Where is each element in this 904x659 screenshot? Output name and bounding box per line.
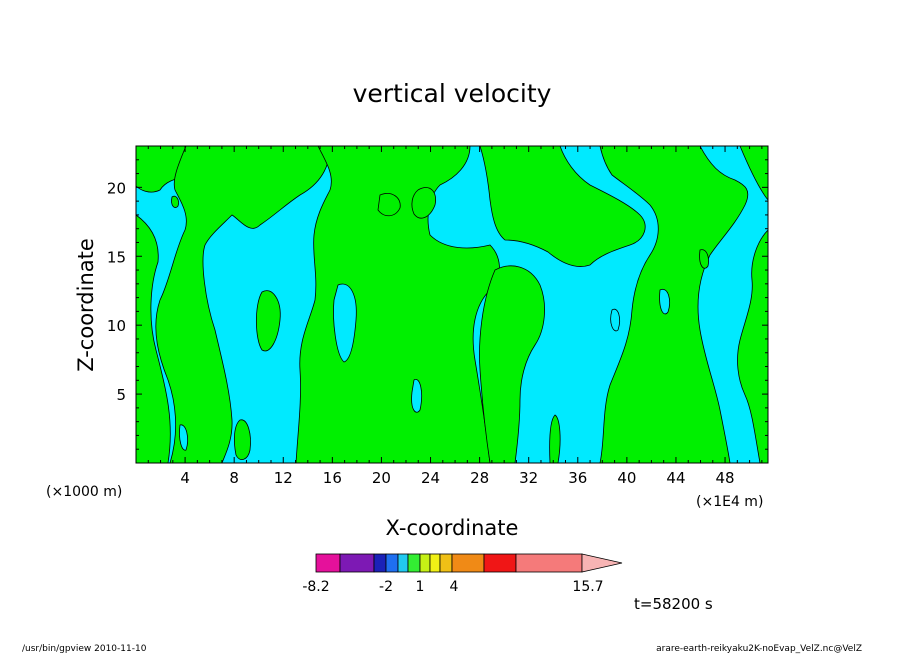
updraft-region [549, 414, 561, 463]
updraft-region [233, 419, 251, 460]
x-tick-label: 48 [716, 469, 735, 487]
footer-right: arare-earth-reikyaku2K-noEvap_VelZ.nc@Ve… [656, 644, 862, 654]
colorbar-segment [429, 553, 441, 573]
x-tick-label: 40 [617, 469, 636, 487]
colorbar-tick-label: -2 [379, 579, 393, 595]
plot-frame [135, 145, 769, 464]
colorbar-segment [515, 553, 583, 573]
downdraft-region [610, 308, 620, 332]
updraft-region [255, 290, 281, 352]
colorbar [315, 553, 623, 573]
x-tick-label: 4 [180, 469, 190, 487]
x-tick-label: 12 [274, 469, 293, 487]
x-axis-label: X-coordinate [386, 516, 519, 540]
colorbar-segment [451, 553, 485, 573]
colorbar-ticks: -8.2 -2 1 4 15.7 [302, 579, 603, 595]
colorbar-segment [483, 553, 517, 573]
colorbar-tick-label: 15.7 [572, 579, 603, 595]
updraft-region [739, 146, 768, 201]
downdraft-region [411, 379, 422, 413]
x-tick-label: 32 [519, 469, 538, 487]
x-tick-label: 36 [568, 469, 587, 487]
x-axis: 4 8 12 16 20 24 28 32 36 40 44 48 [147, 146, 763, 487]
colorbar-segment [397, 553, 409, 573]
updraft-region [136, 214, 171, 463]
updraft-region [411, 187, 437, 219]
updraft-region [155, 146, 331, 463]
x-tick-label: 16 [323, 469, 342, 487]
negative-holes [179, 283, 670, 451]
colorbar-segment [419, 553, 431, 573]
colorbar-segment [339, 553, 375, 573]
downdraft-region [179, 424, 188, 451]
positive-regions [136, 146, 768, 463]
updraft-region [699, 249, 709, 269]
updraft-region [479, 146, 646, 267]
y-tick-label: 5 [116, 386, 126, 404]
y-tick-label: 10 [107, 317, 126, 335]
updraft-region [737, 229, 768, 463]
colorbar-segment [407, 553, 421, 573]
x-tick-label: 8 [229, 469, 239, 487]
colorbar-tick-label: 1 [416, 579, 425, 595]
downdraft-region [333, 283, 357, 363]
y-axis-label: Z-coordinate [74, 238, 98, 372]
colorbar-tick-label: 4 [450, 579, 459, 595]
updraft-region [377, 193, 401, 217]
time-label: t=58200 s [634, 595, 713, 613]
updraft-region [479, 265, 545, 463]
downdraft-region [659, 288, 670, 315]
x-tick-label: 44 [666, 469, 685, 487]
colorbar-tick-label: -8.2 [302, 579, 329, 595]
x-tick-label: 28 [470, 469, 489, 487]
y-tick-label: 15 [107, 248, 126, 266]
x-tick-label: 24 [421, 469, 440, 487]
colorbar-segment [439, 553, 453, 573]
colorbar-extend-arrow [581, 553, 623, 573]
x-unit-left: (×1000 m) [46, 484, 122, 500]
y-tick-label: 20 [107, 179, 126, 197]
x-unit-right: (×1E4 m) [696, 494, 763, 510]
colorbar-segment [315, 553, 341, 573]
x-tick-label: 20 [372, 469, 391, 487]
plot-area [135, 145, 769, 464]
colorbar-segment [385, 553, 399, 573]
y-axis: 5 10 15 20 [107, 159, 768, 450]
colorbar-segment [373, 553, 387, 573]
footer-left: /usr/bin/gpview 2010-11-10 [22, 644, 147, 654]
updraft-region [171, 195, 179, 208]
chart-title: vertical velocity [353, 79, 552, 108]
